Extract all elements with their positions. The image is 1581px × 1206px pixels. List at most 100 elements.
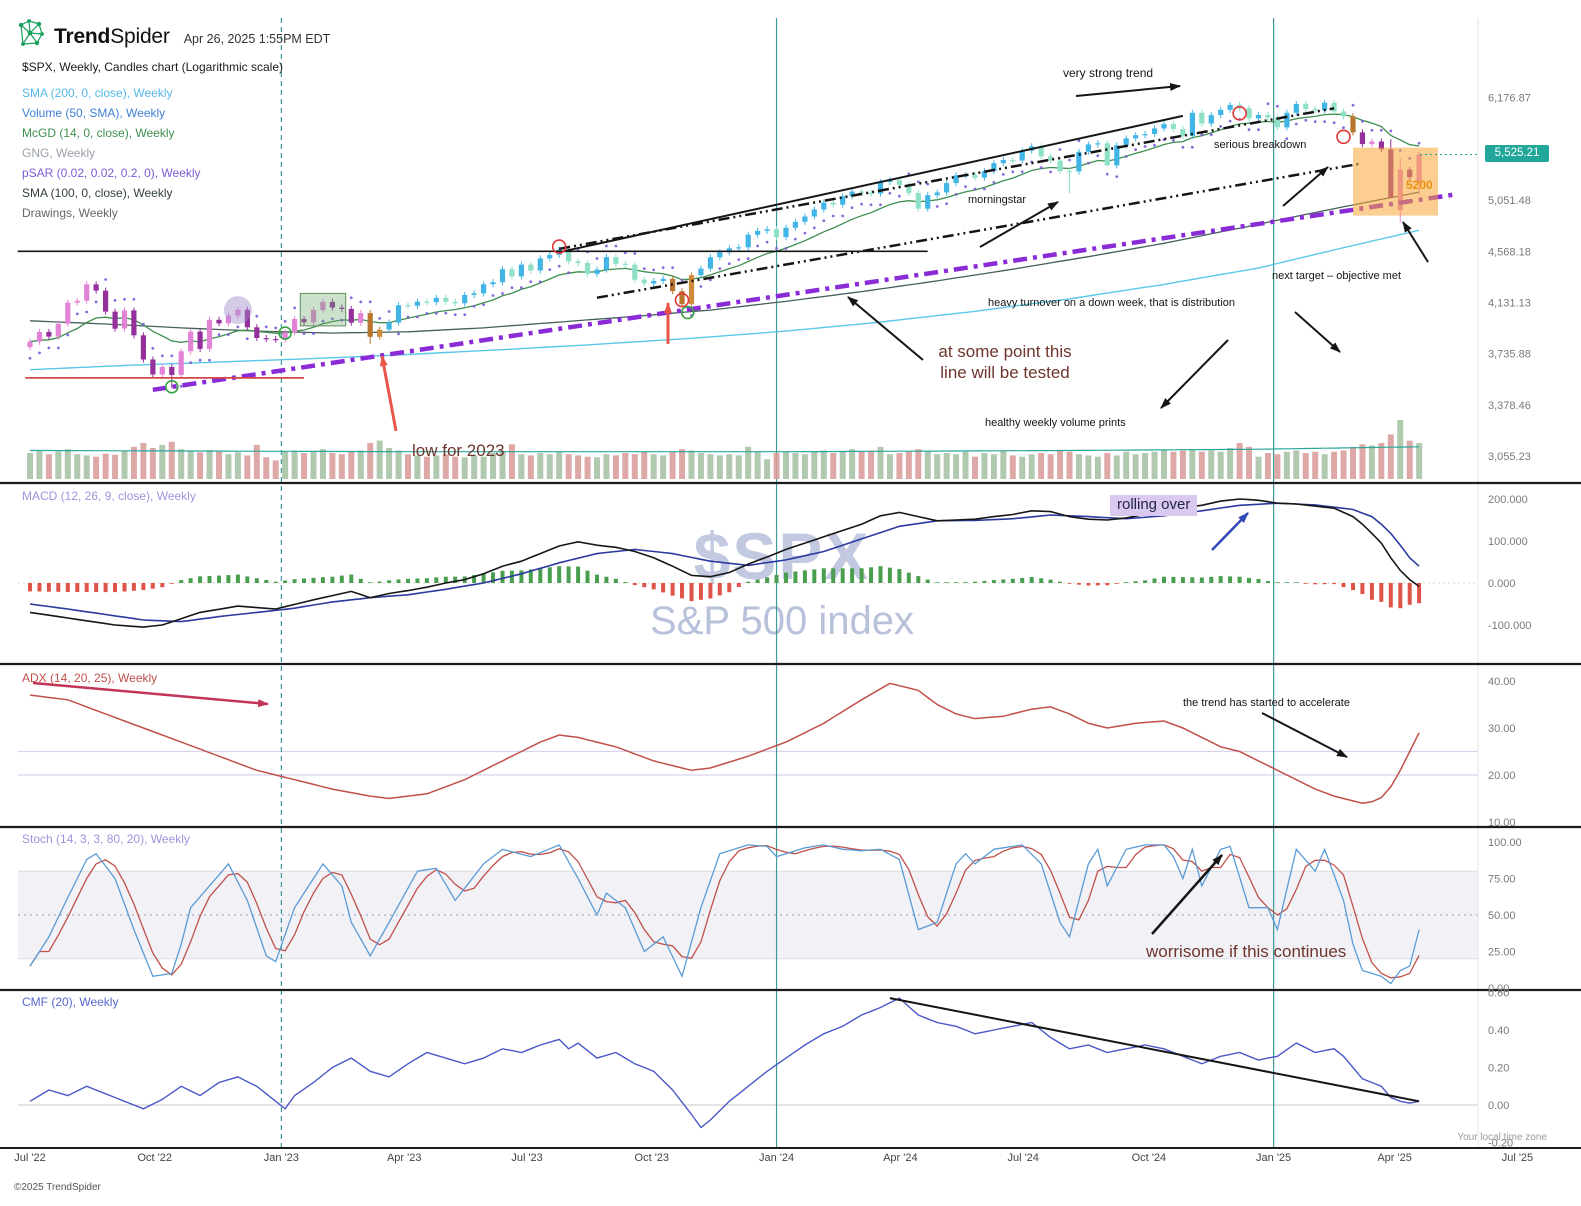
annotation-arrow-heavy-turnover[interactable] (1294, 311, 1341, 353)
axis-label: 5,051.48 (1488, 195, 1531, 207)
annotation-arrow-very-strong-trend[interactable] (1075, 82, 1181, 97)
legend-item-sma100[interactable]: SMA (100, 0, close), Weekly (22, 186, 173, 200)
axis-label: 50.00 (1488, 910, 1516, 922)
annotation-arrow-worrisome[interactable] (1151, 854, 1223, 935)
axis-label: -100.000 (1488, 620, 1531, 632)
annotation-arrow-serious-breakdown[interactable] (1282, 166, 1329, 207)
chart-title: $SPX, Weekly, Candles chart (Logarithmic… (22, 60, 283, 74)
green-signal-circle[interactable] (165, 379, 179, 394)
x-axis: Jul '22 Oct '22 Jan '23 Apr '23 Jul '23 Oct '… (0, 1152, 1581, 1172)
price-overlays (29, 113, 1420, 371)
adx-plot (29, 682, 1420, 804)
annotation-arrow-line-tested[interactable] (847, 296, 924, 361)
axis-label: 0.000 (1488, 578, 1516, 590)
lower-channel-line[interactable] (596, 162, 1363, 299)
inner-trendline[interactable] (558, 114, 1184, 254)
macd-panel-label[interactable]: MACD (12, 26, 9, close), Weekly (22, 489, 196, 503)
annotation-arrow-morningstar[interactable] (979, 201, 1059, 248)
red-signal-circle[interactable] (551, 239, 567, 254)
legend-item-drawings[interactable]: Drawings, Weekly (22, 206, 118, 220)
x-axis-label: Apr '24 (883, 1152, 918, 1164)
axis-label: 200.000 (1488, 494, 1528, 506)
x-axis-label: Oct '24 (1131, 1152, 1167, 1164)
annotation-arrows (32, 82, 1429, 935)
annotation-arrow-trend-accelerate[interactable] (1261, 712, 1348, 758)
panel-separators (0, 481, 1581, 1149)
upper-channel-line[interactable] (558, 107, 1335, 251)
axis-label: 3,055.23 (1488, 451, 1531, 463)
stoch-plot (29, 844, 1420, 985)
chart-datetime: Apr 26, 2025 1:55PM EDT (183, 31, 331, 46)
axis-label: 25.00 (1488, 947, 1516, 959)
axis-label: 10.00 (1488, 817, 1516, 829)
brand-bold: Trend (54, 24, 111, 48)
axis-label: 4,568.18 (1488, 246, 1531, 258)
axis-label: 3,378.46 (1488, 400, 1531, 412)
axis-label: 0.20 (1488, 1063, 1509, 1075)
cmf-panel-label[interactable]: CMF (20), Weekly (22, 995, 119, 1009)
x-axis-label: Jan '24 (758, 1152, 795, 1164)
axis-label: -0.20 (1488, 1138, 1513, 1150)
x-axis-label: Jan '25 (1256, 1152, 1292, 1164)
x-axis-label: Oct '22 (137, 1152, 172, 1164)
axis-label: 0.40 (1488, 1025, 1509, 1037)
x-axis-label: Apr '23 (386, 1152, 422, 1164)
annotation-arrow-rolling-over[interactable] (1211, 512, 1249, 551)
legend-item-psar[interactable]: pSAR (0.02, 0.02, 0.2, 0), Weekly (22, 166, 201, 180)
axis-label: 0.00 (1488, 983, 1509, 995)
drawings (17, 106, 1478, 394)
x-axis-label: Apr '25 (1377, 1152, 1412, 1164)
watermark-subtitle: S&P 500 index (650, 599, 914, 643)
green-box[interactable] (299, 292, 347, 327)
price-level-label[interactable]: 5200 (1406, 178, 1433, 192)
axis-label: 30.00 (1488, 723, 1516, 735)
brand-light: Spider (110, 24, 170, 48)
macd-plot (28, 498, 1422, 628)
chart-legend: $SPX, Weekly, Candles chart (Logarithmic… (22, 60, 283, 223)
x-axis-label: Jan '23 (263, 1152, 299, 1164)
green-signal-circle[interactable] (680, 305, 695, 320)
annotation-arrow-low-2023[interactable] (379, 355, 398, 432)
axis-label: 40.00 (1488, 676, 1516, 688)
cmf-plot (29, 997, 1420, 1129)
axis-label: 75.00 (1488, 874, 1516, 886)
legend-item-sma200[interactable]: SMA (200, 0, close), Weekly (22, 86, 173, 100)
trendspider-logo-icon[interactable] (14, 16, 48, 57)
axis-label: 0.60 (1488, 988, 1509, 1000)
red-signal-circle[interactable] (674, 292, 690, 308)
volume-bars (27, 420, 1423, 479)
annotation-arrow-adx-decline-arrow[interactable] (32, 681, 269, 708)
green-signal-circle[interactable] (278, 326, 292, 340)
axis-label: 0.00 (1488, 1100, 1509, 1112)
legend-item-volume[interactable]: Volume (50, SMA), Weekly (22, 106, 166, 120)
axis-label: 20.00 (1488, 770, 1516, 782)
brand-title[interactable]: TrendSpider (54, 25, 170, 49)
purple-ellipse[interactable] (223, 296, 252, 325)
axis-label: 100.000 (1488, 536, 1528, 548)
highlight-box[interactable] (1353, 147, 1438, 216)
x-axis-label: Jul '22 (14, 1152, 46, 1164)
purple-support-trendline[interactable] (152, 191, 1458, 393)
app-header: TrendSpider Apr 26, 2025 1:55PM EDT (14, 16, 330, 57)
annotation-arrow-next-target[interactable] (1402, 221, 1429, 263)
last-price-badge: 5,525.21 (1485, 145, 1549, 163)
axis-label: 6,176.87 (1488, 93, 1531, 105)
red-signal-circle[interactable] (1336, 129, 1351, 145)
timezone-note: Your local time zone (1457, 1132, 1547, 1143)
legend-item-mcgd[interactable]: McGD (14, 0, close), Weekly (22, 126, 175, 140)
x-axis-label: Jul '23 (511, 1152, 543, 1164)
axis-label: 100.00 (1488, 837, 1522, 849)
red-signal-circle[interactable] (1232, 106, 1247, 121)
annotation-arrow-healthy-volume[interactable] (1160, 339, 1229, 409)
cmf-trendline[interactable] (889, 997, 1420, 1103)
adx-panel-label[interactable]: ADX (14, 20, 25), Weekly (22, 671, 158, 685)
axis-label: 4,131.13 (1488, 298, 1531, 310)
x-axis-label: Oct '23 (634, 1152, 670, 1164)
copyright: ©2025 TrendSpider (14, 1182, 101, 1193)
legend-item-gng[interactable]: GNG, Weekly (22, 146, 96, 160)
candles (27, 99, 1422, 389)
stoch-panel-label[interactable]: Stoch (14, 3, 3, 80, 20), Weekly (22, 832, 190, 846)
x-axis-label: Jul '25 (1501, 1152, 1534, 1164)
